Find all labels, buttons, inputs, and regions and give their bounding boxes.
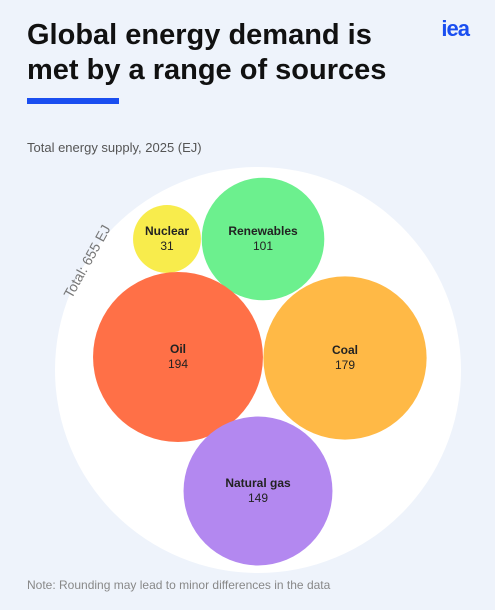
bubble [183,416,333,566]
bubble [201,177,325,301]
bubble [93,272,263,442]
note: Note: Rounding may lead to minor differe… [27,578,331,592]
bubble [133,205,201,273]
bubble-label: Renewables [228,224,298,238]
title-underline [27,98,119,104]
bubble-value: 179 [335,358,355,372]
chart-title: Global energy demand is met by a range o… [27,19,387,86]
subtitle: Total energy supply, 2025 (EJ) [27,140,202,155]
bubble-value: 149 [248,491,268,505]
bubble [263,276,427,440]
bubble-value: 101 [253,239,273,253]
bubble-label: Oil [170,342,186,356]
bubble-value: 31 [160,239,174,253]
bubble-label: Nuclear [145,224,189,238]
bubble-label: Natural gas [225,476,291,490]
bubble-label: Coal [332,343,358,357]
logo[interactable]: iea [441,16,470,41]
bubble-value: 194 [168,357,188,371]
